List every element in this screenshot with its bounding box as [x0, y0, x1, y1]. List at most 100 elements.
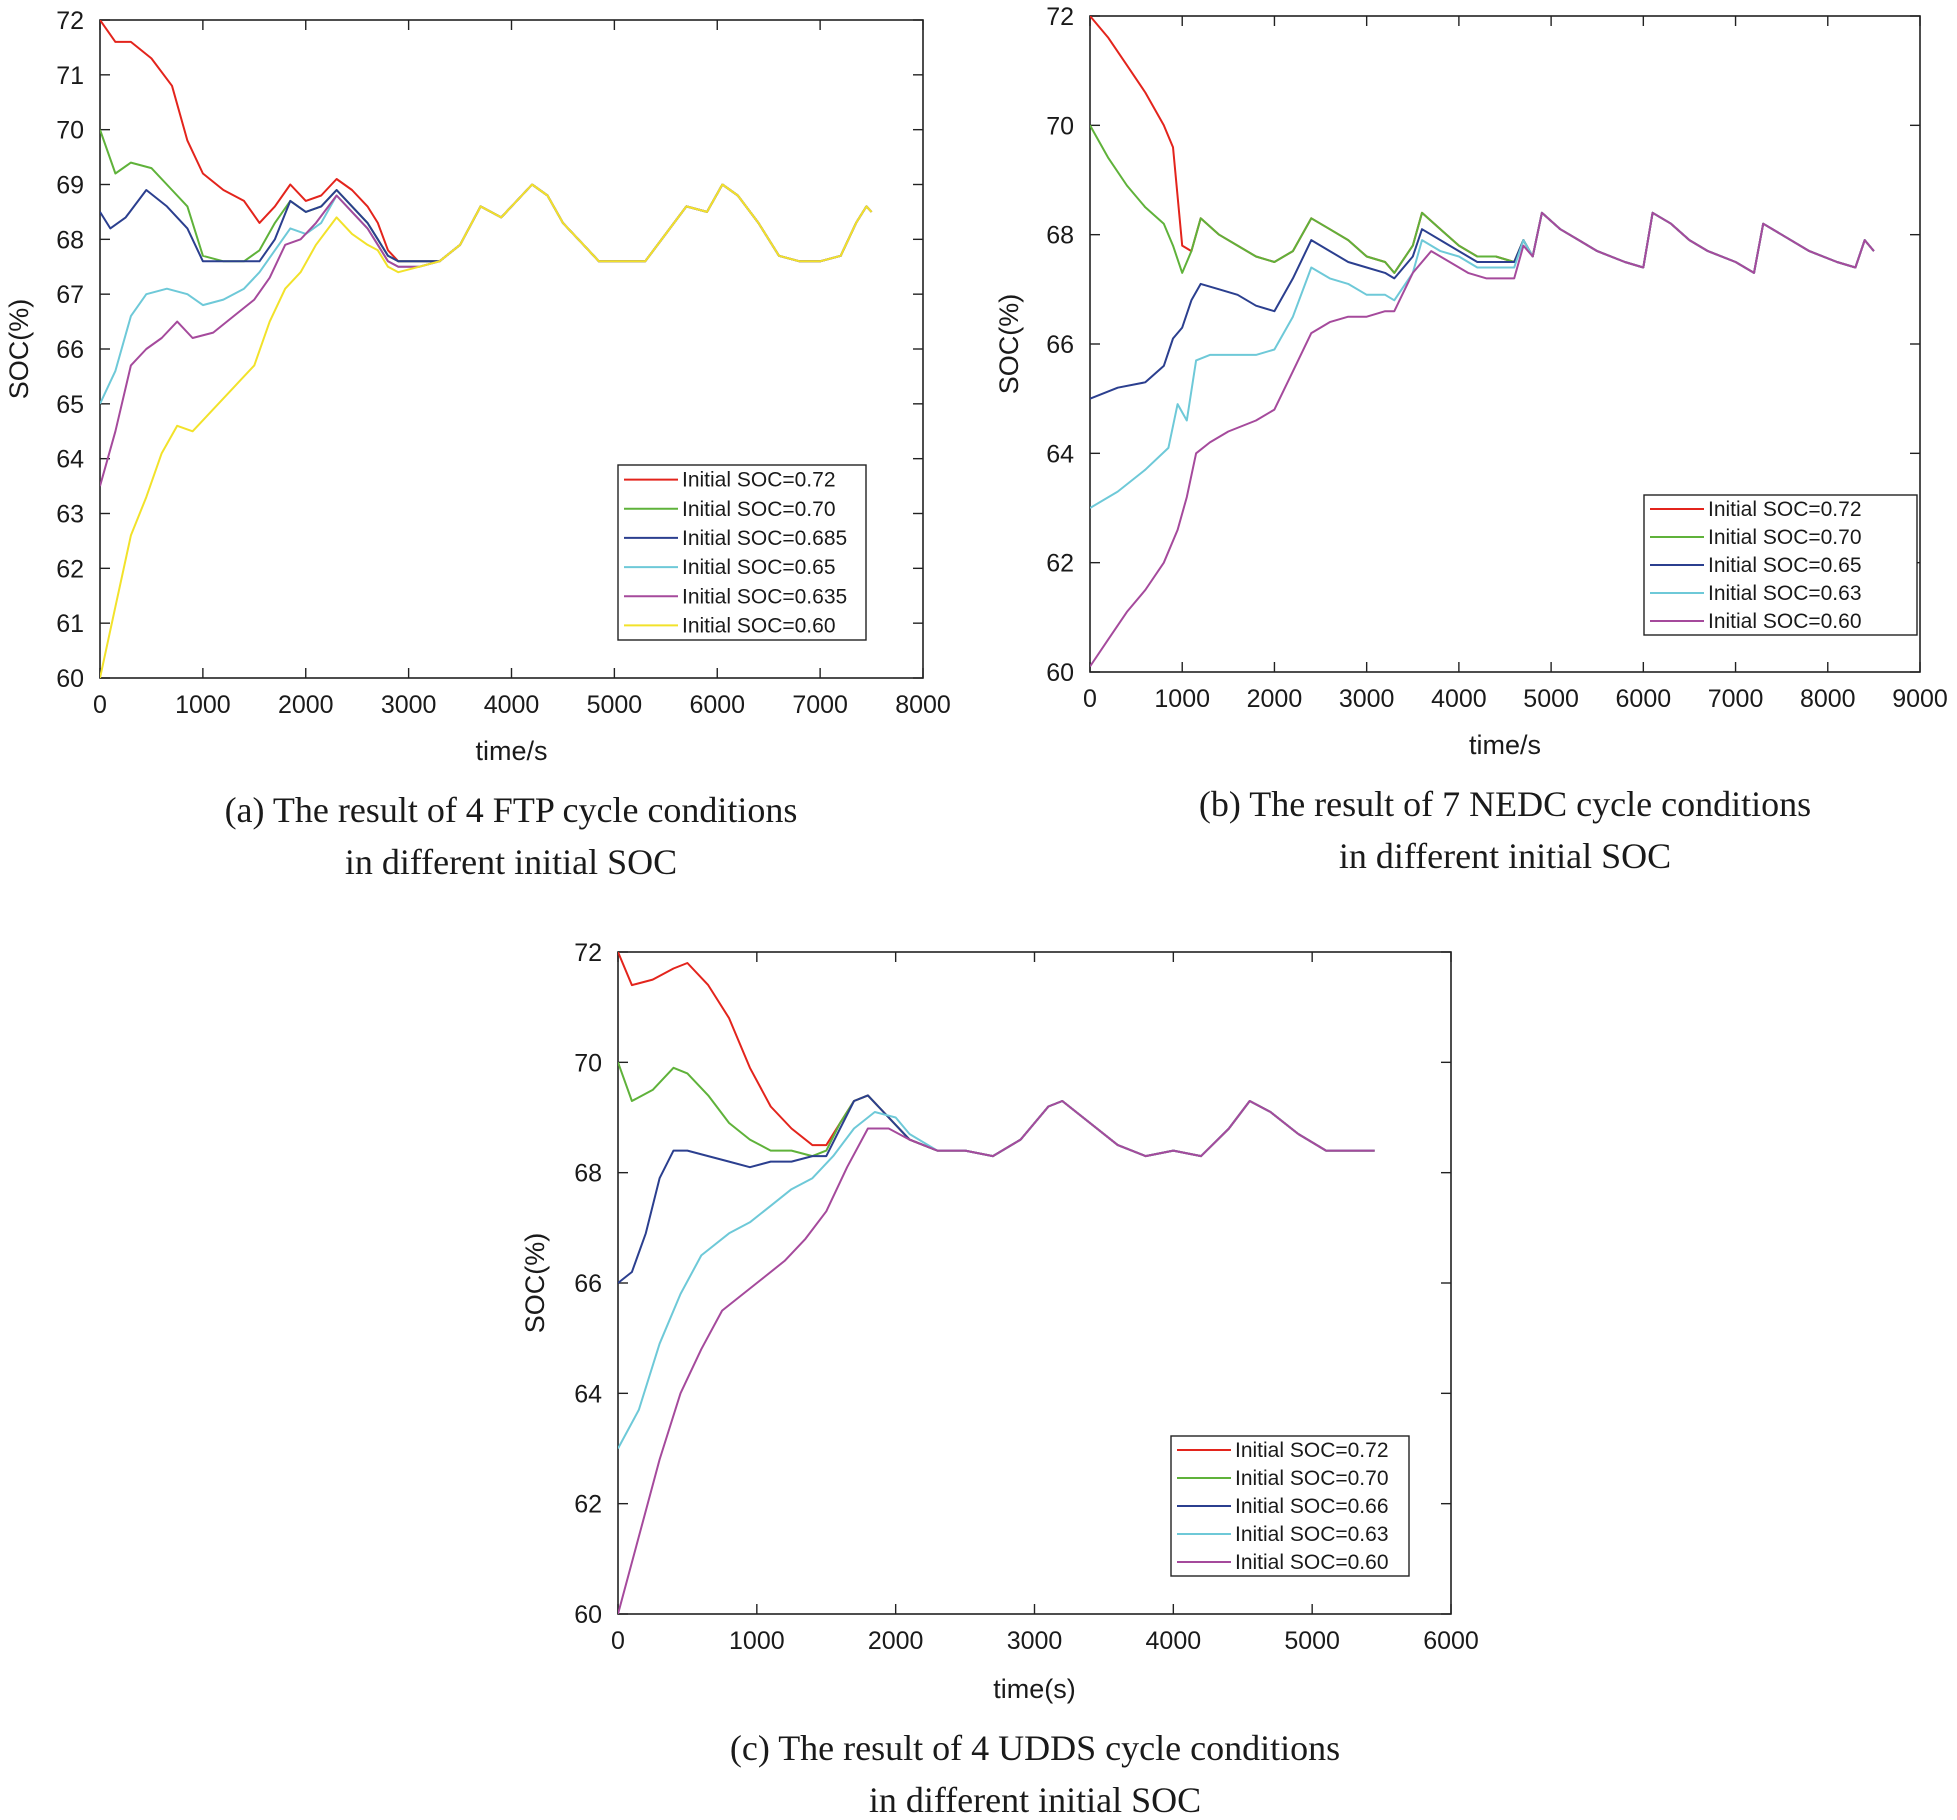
y-tick-label: 62	[56, 555, 84, 583]
y-axis-label: SOC(%)	[4, 299, 34, 400]
x-tick-label: 3000	[381, 691, 437, 719]
series-line-a-4	[100, 183, 873, 487]
legend-entry: Initial SOC=0.70	[1708, 526, 1862, 549]
chart-panel-c: 60 62 64 66 68 70 72 0 1000 2000 3000 4000 5000 6000 t…	[520, 939, 1479, 1820]
legend-entry: Initial SOC=0.65	[682, 556, 836, 579]
y-tick-label: 70	[56, 117, 84, 145]
legend-entry: Initial SOC=0.63	[1708, 582, 1862, 605]
x-tick-label: 2000	[868, 1627, 924, 1655]
legend-entry: Initial SOC=0.70	[682, 498, 836, 521]
x-tick-label: 5000	[1284, 1627, 1340, 1655]
legend-entry: Initial SOC=0.72	[682, 469, 836, 492]
x-tick-label: 3000	[1339, 685, 1395, 713]
caption-line: (a) The result of 4 FTP cycle conditions	[225, 790, 798, 830]
chart-panel-b: 60 62 64 66 68 70 72 0 1000 2000 3000 4000 5000 6000 7…	[994, 3, 1948, 876]
y-tick-label: 72	[574, 939, 602, 967]
legend-entry: Initial SOC=0.63	[1235, 1523, 1389, 1546]
x-tick-label: 1000	[1154, 685, 1210, 713]
x-tick-label: 4000	[1146, 1627, 1202, 1655]
legend-entry: Initial SOC=0.60	[1708, 610, 1862, 633]
legend: Initial SOC=0.72 Initial SOC=0.70 Initial …	[1643, 494, 1918, 636]
x-tick-label: 3000	[1007, 1627, 1063, 1655]
x-tick-label: 7000	[792, 691, 848, 719]
x-tick-label: 6000	[1616, 685, 1672, 713]
y-tick-label: 70	[574, 1049, 602, 1077]
x-tick-label: 6000	[1423, 1627, 1479, 1655]
x-tick-label: 1000	[175, 691, 231, 719]
series-line-a-3	[100, 183, 873, 405]
legend-entry: Initial SOC=0.66	[1235, 1495, 1389, 1518]
series-line-a-0	[100, 20, 873, 263]
y-tick-label: 64	[56, 446, 84, 474]
y-tick-label: 68	[1046, 222, 1074, 250]
legend-entry: Initial SOC=0.72	[1708, 498, 1862, 521]
y-axis-label: SOC(%)	[520, 1233, 550, 1334]
y-tick-label: 60	[574, 1601, 602, 1629]
x-tick-label: 6000	[689, 691, 745, 719]
caption-line: in different initial SOC	[345, 842, 677, 882]
series-line-b-2	[1090, 211, 1875, 400]
series-line-c-4	[618, 1100, 1375, 1614]
chart-panel-a: 60 61 62 63 64 65 66 67 68 69 70 71 72 0 1000 2000 3000 4…	[4, 7, 951, 882]
y-tick-label: 61	[56, 610, 84, 638]
y-tick-label: 63	[56, 501, 84, 529]
y-tick-label: 72	[56, 7, 84, 35]
y-tick-label: 62	[1046, 550, 1074, 578]
legend-box	[617, 464, 867, 641]
x-tick-label: 7000	[1708, 685, 1764, 713]
caption-line: in different initial SOC	[1339, 836, 1671, 876]
y-tick-label: 65	[56, 391, 84, 419]
legend-entry: Initial SOC=0.70	[1235, 1467, 1389, 1490]
y-tick-label: 67	[56, 281, 84, 309]
x-tick-label: 0	[1083, 685, 1097, 713]
series-line-b-4	[1090, 211, 1875, 668]
series-line-a-1	[100, 129, 873, 263]
y-tick-label: 62	[574, 1491, 602, 1519]
x-tick-label: 0	[93, 691, 107, 719]
y-tick-label: 66	[56, 336, 84, 364]
x-tick-label: 4000	[484, 691, 540, 719]
legend-entry: Initial SOC=0.685	[682, 527, 847, 550]
x-axis-label: time/s	[1469, 730, 1541, 760]
x-tick-label: 2000	[1247, 685, 1303, 713]
y-tick-label: 70	[1046, 112, 1074, 140]
x-tick-label: 5000	[1523, 685, 1579, 713]
y-tick-label: 71	[56, 62, 84, 90]
y-tick-label: 66	[574, 1270, 602, 1298]
x-tick-label: 1000	[729, 1627, 785, 1655]
y-tick-label: 68	[574, 1160, 602, 1188]
series-line-b-0	[1090, 16, 1875, 274]
legend-entry: Initial SOC=0.635	[682, 585, 847, 608]
x-tick-label: 0	[611, 1627, 625, 1655]
y-tick-label: 72	[1046, 3, 1074, 31]
x-axis-label: time(s)	[993, 1674, 1076, 1704]
legend-entry: Initial SOC=0.60	[1235, 1551, 1389, 1574]
series-line-a-2	[100, 183, 873, 263]
x-axis-label: time/s	[475, 736, 547, 766]
y-tick-label: 69	[56, 172, 84, 200]
series-line-c-2	[618, 1094, 1375, 1284]
x-tick-label: 4000	[1431, 685, 1487, 713]
x-tick-label: 2000	[278, 691, 334, 719]
series-group	[100, 20, 873, 678]
x-tick-label: 5000	[587, 691, 643, 719]
legend: Initial SOC=0.72 Initial SOC=0.70 Initial …	[617, 464, 867, 641]
x-tick-label: 8000	[1800, 685, 1856, 713]
x-tick-label: 9000	[1892, 685, 1948, 713]
y-tick-label: 60	[1046, 659, 1074, 687]
series-line-a-5	[100, 183, 873, 678]
y-tick-label: 68	[56, 226, 84, 254]
series-line-b-1	[1090, 124, 1875, 274]
x-tick-label: 8000	[895, 691, 951, 719]
y-tick-label: 60	[56, 665, 84, 693]
series-group	[1090, 16, 1875, 668]
legend-entry: Initial SOC=0.60	[682, 614, 836, 637]
caption-line: (c) The result of 4 UDDS cycle condition…	[730, 1728, 1340, 1768]
series-group	[618, 952, 1375, 1614]
y-tick-label: 64	[1046, 440, 1074, 468]
caption-line: in different initial SOC	[869, 1780, 1201, 1820]
legend-entry: Initial SOC=0.65	[1708, 554, 1862, 577]
y-tick-label: 64	[574, 1380, 602, 1408]
series-line-c-1	[618, 1061, 1375, 1158]
